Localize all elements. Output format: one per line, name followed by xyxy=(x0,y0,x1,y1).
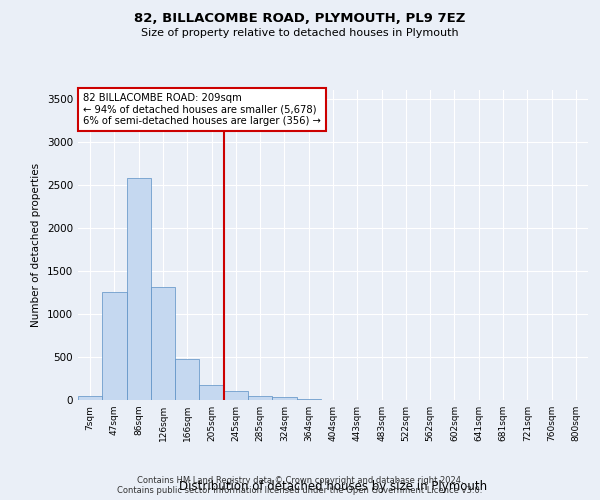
Y-axis label: Number of detached properties: Number of detached properties xyxy=(31,163,41,327)
Text: Contains HM Land Registry data © Crown copyright and database right 2024.: Contains HM Land Registry data © Crown c… xyxy=(137,476,463,485)
Bar xyxy=(296,399,321,400)
Bar xyxy=(78,396,102,400)
Bar xyxy=(102,292,127,400)
Text: 82, BILLACOMBE ROAD, PLYMOUTH, PL9 7EZ: 82, BILLACOMBE ROAD, PLYMOUTH, PL9 7EZ xyxy=(134,12,466,26)
Text: Size of property relative to detached houses in Plymouth: Size of property relative to detached ho… xyxy=(141,28,459,38)
Bar xyxy=(127,178,151,400)
Bar xyxy=(224,392,248,400)
Bar xyxy=(272,398,296,400)
Text: Contains public sector information licensed under the Open Government Licence v3: Contains public sector information licen… xyxy=(118,486,482,495)
Bar xyxy=(151,287,175,400)
Bar xyxy=(199,385,224,400)
Bar xyxy=(248,396,272,400)
Bar xyxy=(175,358,199,400)
X-axis label: Distribution of detached houses by size in Plymouth: Distribution of detached houses by size … xyxy=(179,480,487,493)
Text: 82 BILLACOMBE ROAD: 209sqm
← 94% of detached houses are smaller (5,678)
6% of se: 82 BILLACOMBE ROAD: 209sqm ← 94% of deta… xyxy=(83,93,321,126)
